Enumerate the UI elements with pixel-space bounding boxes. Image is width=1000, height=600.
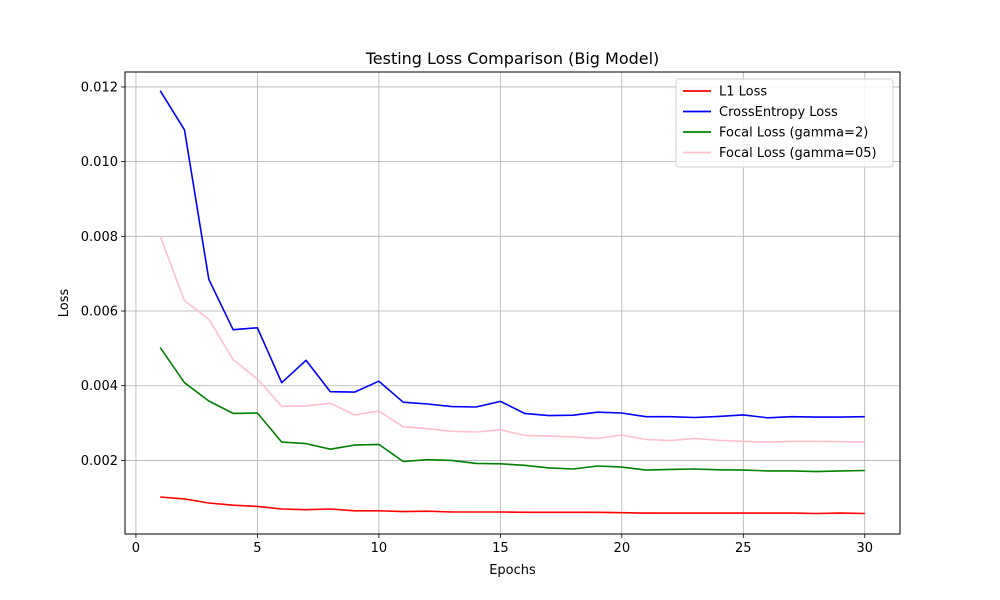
legend-box xyxy=(675,78,894,168)
legend-label: Focal Loss (gamma=2) xyxy=(719,126,868,141)
legend-label: L1 Loss xyxy=(719,85,767,100)
legend-label: CrossEntropy Loss xyxy=(719,105,838,120)
x-axis-label: Epochs xyxy=(489,563,536,578)
legend: L1 Loss CrossEntropy Loss Focal Loss (gamm… xyxy=(675,78,894,168)
x-tick-label: 0 xyxy=(132,541,140,556)
grid xyxy=(125,72,900,534)
series-line-focal-loss-gamma-05 xyxy=(159,236,865,443)
x-tick-label: 15 xyxy=(492,541,509,556)
x-tick-label: 25 xyxy=(735,541,752,556)
x-tick-label: 10 xyxy=(371,541,388,556)
y-tick-label: 0.008 xyxy=(81,230,118,245)
x-tick-label: 5 xyxy=(253,541,261,556)
y-axis-label: Loss xyxy=(57,289,72,318)
y-tick-label: 0.006 xyxy=(81,305,118,320)
y-tick-label: 0.004 xyxy=(81,379,118,394)
series-line-l1-loss xyxy=(160,496,865,515)
series-line-focal-loss-gamma-2 xyxy=(159,347,865,473)
chart-title: Testing Loss Comparison (Big Model) xyxy=(365,49,660,68)
y-tick-label: 0.010 xyxy=(81,155,118,170)
ticks: 0 5 10 15 20 25 30 0.002 0.004 0.006 0.008 0.010 0.0… xyxy=(81,80,873,556)
x-tick-label: 20 xyxy=(614,541,631,556)
plot-frame xyxy=(124,71,901,535)
series-line-crossentropy-loss xyxy=(159,90,865,419)
x-tick-label: 30 xyxy=(856,541,873,556)
legend-label: Focal Loss (gamma=05) xyxy=(719,146,877,161)
series-group xyxy=(159,90,865,515)
y-tick-label: 0.002 xyxy=(81,454,118,469)
y-tick-label: 0.012 xyxy=(81,80,118,95)
